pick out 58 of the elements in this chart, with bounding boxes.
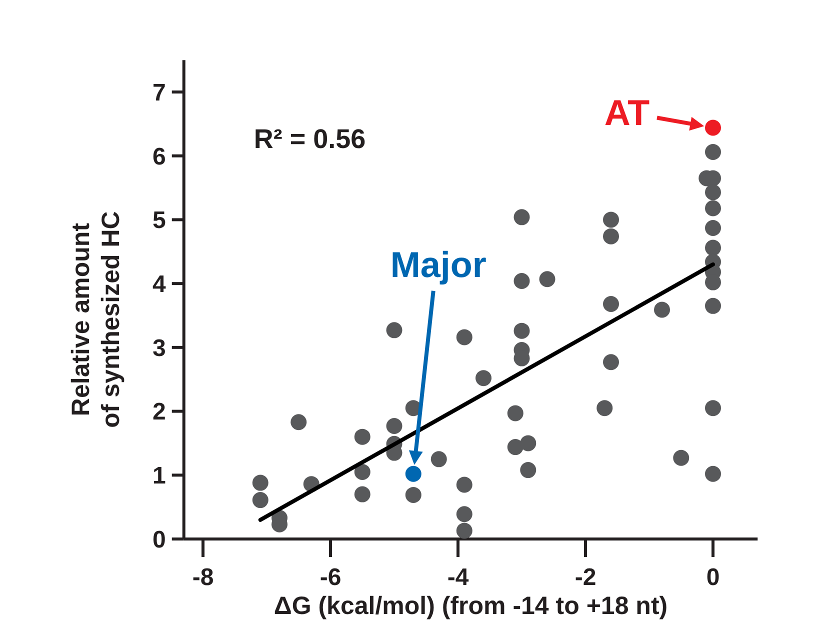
point bbox=[520, 435, 536, 452]
point bbox=[705, 220, 721, 236]
point bbox=[456, 506, 472, 522]
x-tick-label: 0 bbox=[706, 564, 720, 592]
point bbox=[430, 451, 447, 468]
point bbox=[705, 466, 721, 482]
point bbox=[507, 439, 524, 456]
point bbox=[386, 322, 402, 338]
point bbox=[252, 492, 268, 508]
y-tick-label: 1 bbox=[152, 462, 166, 490]
point bbox=[705, 240, 721, 256]
x-tick-label: -2 bbox=[574, 564, 596, 592]
point bbox=[603, 354, 619, 370]
y-axis-title: Relative amount of synthesized HC bbox=[66, 211, 125, 428]
point bbox=[405, 486, 422, 503]
y-tick-label: 0 bbox=[152, 526, 166, 554]
point bbox=[705, 184, 721, 200]
point bbox=[654, 302, 670, 318]
point bbox=[354, 428, 370, 445]
point bbox=[520, 462, 536, 478]
point bbox=[456, 522, 472, 539]
y-tick-label: 2 bbox=[152, 398, 166, 426]
y-tick-label: 5 bbox=[152, 207, 166, 234]
point bbox=[456, 329, 472, 346]
point bbox=[405, 466, 422, 482]
y-tick-label: 4 bbox=[152, 270, 167, 298]
annotation: Major bbox=[390, 244, 486, 285]
point bbox=[386, 418, 402, 434]
point bbox=[354, 486, 370, 502]
x-axis-title: ΔG (kcal/mol) (from -14 to +18 nt) bbox=[274, 592, 668, 620]
point bbox=[514, 209, 530, 226]
point bbox=[705, 144, 721, 160]
annotation: R² = 0.56 bbox=[254, 124, 366, 154]
point bbox=[603, 296, 619, 312]
point bbox=[456, 476, 472, 493]
point bbox=[705, 400, 721, 416]
x-tick-label: -6 bbox=[320, 564, 342, 592]
y-tick-label: 6 bbox=[152, 143, 166, 170]
point bbox=[514, 273, 530, 290]
x-tick-label: -8 bbox=[192, 564, 214, 592]
point bbox=[476, 370, 492, 386]
point bbox=[673, 450, 690, 466]
point bbox=[705, 120, 721, 136]
point bbox=[507, 405, 524, 422]
point bbox=[705, 298, 721, 314]
point bbox=[514, 322, 530, 339]
x-tick-label: -4 bbox=[447, 564, 470, 592]
point bbox=[354, 464, 370, 480]
point bbox=[252, 474, 268, 491]
point bbox=[705, 200, 721, 216]
point bbox=[596, 400, 613, 416]
annotation: AT bbox=[604, 92, 650, 133]
point bbox=[603, 212, 619, 228]
y-tick-label: 3 bbox=[152, 334, 166, 362]
point bbox=[539, 271, 556, 288]
point bbox=[603, 228, 619, 244]
y-tick-label: 7 bbox=[152, 79, 166, 106]
point bbox=[290, 414, 307, 430]
